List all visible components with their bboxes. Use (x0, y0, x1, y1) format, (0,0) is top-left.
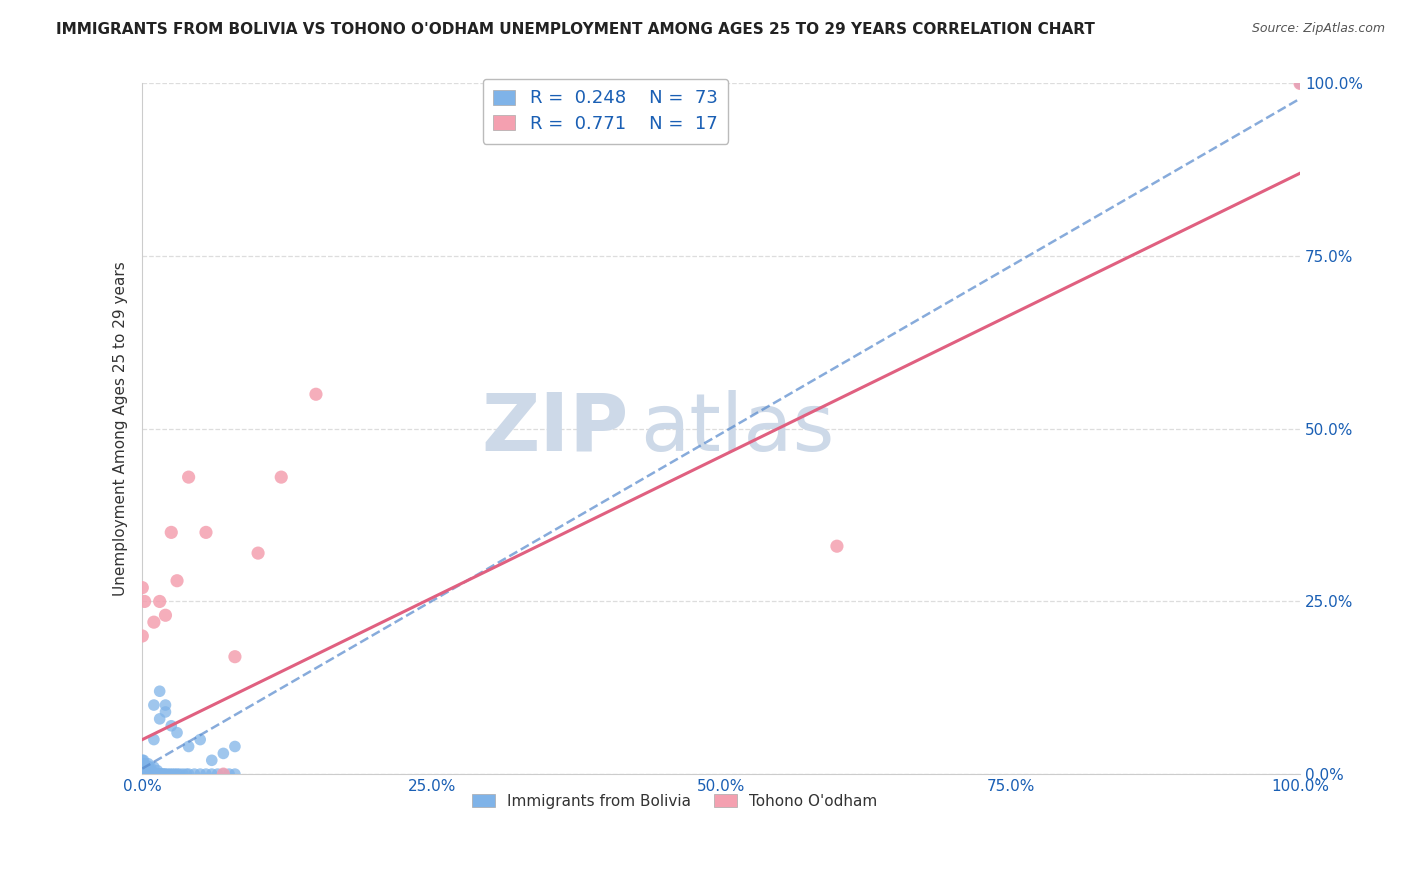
Point (134, 767, 156, 781)
Point (160, 525, 183, 540)
Point (212, 767, 235, 781)
Point (141, 764, 163, 778)
Point (224, 767, 246, 781)
Point (142, 760, 165, 774)
Point (207, 767, 229, 781)
Point (156, 767, 179, 781)
Point (247, 546, 270, 560)
Point (188, 732, 211, 747)
Point (305, 387, 328, 401)
Point (131, 767, 153, 781)
Point (149, 767, 172, 781)
Point (142, 698, 165, 712)
Point (136, 756, 159, 771)
Point (212, 767, 235, 781)
Point (136, 764, 159, 778)
Point (132, 767, 155, 781)
Point (172, 767, 194, 781)
Point (224, 739, 246, 754)
Point (131, 629, 153, 643)
Point (825, 539, 848, 553)
Point (188, 767, 211, 781)
Point (163, 767, 186, 781)
Text: IMMIGRANTS FROM BOLIVIA VS TOHONO O'ODHAM UNEMPLOYMENT AMONG AGES 25 TO 29 YEARS: IMMIGRANTS FROM BOLIVIA VS TOHONO O'ODHA… (56, 22, 1095, 37)
Point (131, 760, 153, 774)
Point (155, 608, 177, 623)
Point (149, 594, 172, 608)
Point (139, 767, 162, 781)
Point (201, 753, 224, 767)
Point (149, 767, 172, 781)
Point (136, 759, 159, 773)
Point (142, 615, 165, 630)
Point (150, 767, 173, 781)
Point (131, 756, 153, 771)
Point (160, 719, 183, 733)
Point (183, 767, 205, 781)
Point (131, 767, 153, 781)
Point (136, 767, 159, 781)
Point (155, 767, 177, 781)
Point (166, 725, 188, 739)
Point (134, 760, 156, 774)
Point (136, 767, 159, 781)
Point (195, 525, 218, 540)
Point (132, 760, 155, 774)
Point (132, 753, 155, 767)
Point (131, 581, 153, 595)
Point (162, 767, 184, 781)
Point (169, 767, 191, 781)
Point (131, 767, 153, 781)
Point (143, 767, 166, 781)
Point (142, 732, 165, 747)
Point (149, 684, 172, 698)
Legend: Immigrants from Bolivia, Tohono O'odham: Immigrants from Bolivia, Tohono O'odham (465, 788, 884, 814)
Point (134, 594, 156, 608)
Point (149, 712, 172, 726)
Point (166, 767, 188, 781)
Point (134, 764, 156, 778)
Point (177, 470, 200, 484)
Point (139, 760, 162, 774)
Point (131, 767, 153, 781)
Point (153, 767, 176, 781)
Point (135, 762, 157, 776)
Point (212, 747, 235, 761)
Point (132, 767, 155, 781)
Point (152, 767, 174, 781)
Point (159, 767, 181, 781)
Y-axis label: Unemployment Among Ages 25 to 29 years: Unemployment Among Ages 25 to 29 years (114, 261, 128, 596)
Point (176, 767, 198, 781)
Point (270, 470, 292, 484)
Point (177, 767, 200, 781)
Point (146, 764, 169, 778)
Text: atlas: atlas (640, 390, 835, 467)
Point (224, 649, 246, 664)
Point (155, 698, 177, 712)
Point (1289, 77, 1312, 91)
Point (142, 767, 165, 781)
Point (1289, 77, 1312, 91)
Point (201, 767, 224, 781)
Point (131, 753, 153, 767)
Text: ZIP: ZIP (481, 390, 628, 467)
Point (135, 767, 157, 781)
Point (131, 767, 153, 781)
Point (132, 764, 155, 778)
Point (195, 767, 218, 781)
Point (145, 767, 167, 781)
Point (142, 767, 165, 781)
Point (132, 756, 155, 771)
Point (148, 767, 170, 781)
Point (138, 767, 160, 781)
Point (177, 739, 200, 754)
Text: Source: ZipAtlas.com: Source: ZipAtlas.com (1251, 22, 1385, 36)
Point (166, 574, 188, 588)
Point (155, 705, 177, 719)
Point (218, 767, 240, 781)
